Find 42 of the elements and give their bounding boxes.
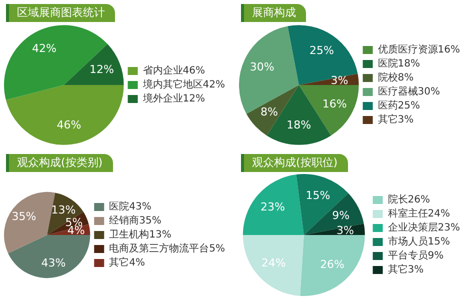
legend-label: 医疗器械30% (378, 86, 440, 98)
data-label: 23% (260, 200, 285, 214)
legend-label: 市场人员15% (388, 236, 450, 248)
chart-title: 展商构成 (241, 4, 306, 22)
data-label: 46% (56, 118, 82, 132)
data-label: 30% (250, 60, 274, 74)
data-label: 3% (336, 224, 354, 237)
legend-label: 企业决策层23% (388, 222, 460, 234)
legend-label: 境内其它地区42% (142, 78, 226, 91)
data-label: 13% (51, 204, 76, 217)
legend-label: 医院18% (378, 58, 420, 70)
legend-label: 院校8% (378, 72, 414, 84)
legend-label: 境外企业12% (142, 92, 206, 105)
legend-label: 电商及第三方物流平台5% (109, 242, 226, 255)
data-label: 25% (310, 44, 334, 58)
legend-label: 优质医疗资源16% (378, 44, 460, 56)
data-label: 35% (12, 210, 36, 223)
data-label: 12% (90, 62, 114, 76)
legend-label: 医院43% (109, 200, 152, 213)
data-label: 15% (306, 188, 330, 202)
data-label: 16% (322, 97, 347, 110)
legend-label: 省内企业46% (142, 64, 206, 77)
legend-label: 平台专员9% (388, 250, 444, 262)
data-label: 3% (330, 74, 348, 88)
chart-title: 观众构成(按职位) (241, 154, 348, 172)
data-label: 8% (260, 106, 278, 119)
data-label: 24% (261, 256, 286, 270)
legend-label: 其它3% (378, 114, 414, 126)
data-label: 18% (286, 118, 312, 132)
chart-title: 观众构成(按类别) (6, 154, 113, 172)
legend-label: 经销商35% (109, 214, 162, 227)
data-label: 43% (41, 256, 66, 270)
legend-label: 卫生机构13% (109, 228, 172, 241)
data-label: 9% (332, 209, 350, 222)
legend-label: 其它3% (388, 264, 424, 276)
legend-label: 科室主任24% (388, 208, 450, 220)
legend-label: 其它4% (109, 256, 146, 269)
data-label: 26% (320, 258, 345, 272)
legend-label: 医药25% (378, 100, 420, 112)
chart-title: 区域展商图表统计 (6, 4, 115, 22)
legend-label: 院长26% (388, 194, 430, 206)
data-label: 42% (32, 42, 56, 56)
